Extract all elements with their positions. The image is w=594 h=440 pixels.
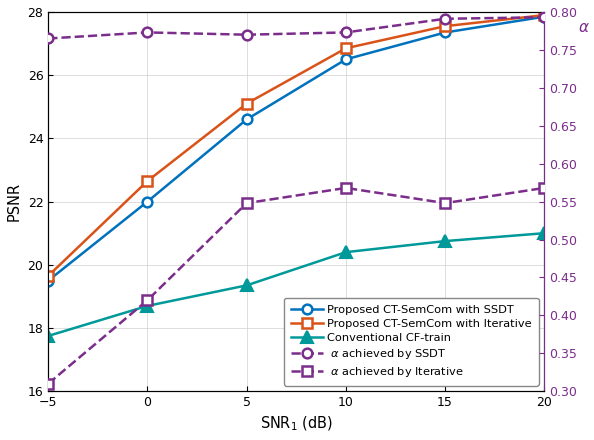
Conventional CF-train	[243, 283, 250, 288]
Proposed CT-SemCom with Iterative	[45, 273, 52, 279]
 $\alpha$ achieved by Iterative	[144, 297, 151, 303]
 $\alpha$ achieved by Iterative	[243, 201, 250, 206]
Proposed CT-SemCom with SSDT	[541, 14, 548, 19]
Line: Proposed CT-SemCom with SSDT: Proposed CT-SemCom with SSDT	[43, 12, 549, 286]
Proposed CT-SemCom with Iterative	[441, 23, 448, 29]
Conventional CF-train	[441, 238, 448, 244]
Conventional CF-train	[144, 303, 151, 308]
X-axis label: SNR$_1$ (dB): SNR$_1$ (dB)	[260, 414, 333, 433]
Proposed CT-SemCom with Iterative	[342, 46, 349, 51]
 $\alpha$ achieved by SSDT	[342, 30, 349, 35]
Conventional CF-train	[342, 249, 349, 255]
Line:  $\alpha$ achieved by SSDT: $\alpha$ achieved by SSDT	[43, 12, 549, 44]
Legend: Proposed CT-SemCom with SSDT, Proposed CT-SemCom with Iterative, Conventional CF: Proposed CT-SemCom with SSDT, Proposed C…	[284, 298, 539, 385]
Proposed CT-SemCom with SSDT	[45, 278, 52, 283]
 $\alpha$ achieved by Iterative	[541, 185, 548, 191]
 $\alpha$ achieved by Iterative	[45, 381, 52, 386]
Proposed CT-SemCom with Iterative	[541, 12, 548, 18]
Proposed CT-SemCom with Iterative	[144, 178, 151, 183]
 $\alpha$ achieved by SSDT	[541, 15, 548, 20]
 $\alpha$ achieved by SSDT	[144, 30, 151, 35]
Proposed CT-SemCom with SSDT	[441, 30, 448, 35]
Y-axis label: PSNR: PSNR	[7, 182, 22, 221]
Proposed CT-SemCom with Iterative	[243, 101, 250, 106]
Line: Proposed CT-SemCom with Iterative: Proposed CT-SemCom with Iterative	[43, 10, 549, 281]
Line:  $\alpha$ achieved by Iterative: $\alpha$ achieved by Iterative	[43, 183, 549, 389]
 $\alpha$ achieved by SSDT	[45, 36, 52, 41]
 $\alpha$ achieved by SSDT	[243, 32, 250, 37]
 $\alpha$ achieved by SSDT	[441, 16, 448, 22]
Proposed CT-SemCom with SSDT	[243, 117, 250, 122]
 $\alpha$ achieved by Iterative	[342, 185, 349, 191]
 $\alpha$ achieved by Iterative	[441, 201, 448, 206]
Line: Conventional CF-train: Conventional CF-train	[43, 227, 550, 341]
Y-axis label: $\alpha$: $\alpha$	[578, 19, 590, 34]
Proposed CT-SemCom with SSDT	[144, 199, 151, 204]
Proposed CT-SemCom with SSDT	[342, 57, 349, 62]
Conventional CF-train	[541, 231, 548, 236]
Conventional CF-train	[45, 333, 52, 338]
